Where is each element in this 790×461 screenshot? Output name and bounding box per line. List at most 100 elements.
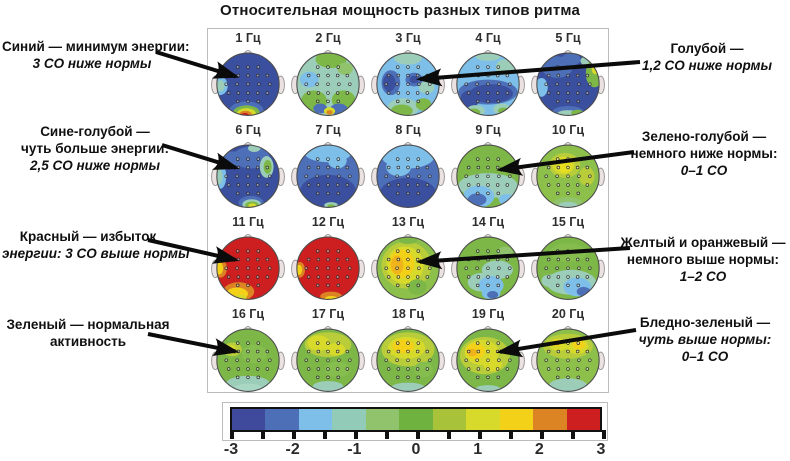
freq-label: 16 Гц	[231, 307, 265, 321]
annotation-line: 1–2 СО	[679, 269, 727, 284]
figure-title: Относительная мощность разных типов ритм…	[219, 2, 581, 19]
topomap-head	[531, 141, 605, 208]
topomap-head	[371, 49, 445, 116]
colorbar	[230, 407, 602, 432]
annotation-line: Желтый и оранжевый —	[620, 235, 786, 250]
annotation-right-4: Бледно-зеленый — чуть выше нормы: 0–1 СО	[622, 314, 788, 365]
topomap-head	[211, 141, 285, 208]
topomap-cell-11hz: 11 Гц	[208, 213, 288, 305]
topomap-head	[451, 49, 525, 116]
topomap-cell-15hz: 15 Гц	[528, 213, 608, 305]
annotation-left-3: Красный — избыток энергии: 3 СО выше норм…	[2, 228, 190, 262]
colorbar-band	[232, 409, 266, 430]
colorbar-tick	[602, 430, 606, 439]
colorbar-band	[533, 409, 567, 430]
topomap-head	[531, 325, 605, 392]
annotation-line: немного ниже нормы:	[630, 146, 778, 161]
annotation-line: чуть выше нормы:	[638, 332, 772, 347]
topomap-head	[451, 325, 525, 392]
topomap-cell-10hz: 10 Гц	[528, 121, 608, 213]
colorbar-tick-label: -2	[285, 441, 300, 458]
topomap-cell-16hz: 16 Гц	[208, 305, 288, 397]
annotation-line: чуть больше энергии:	[21, 141, 169, 156]
topomap-cell-9hz: 9 Гц	[448, 121, 528, 213]
freq-label: 20 Гц	[551, 307, 585, 321]
topomap-head	[371, 325, 445, 392]
topomap-cell-4hz: 4 Гц	[448, 29, 528, 121]
freq-label: 14 Гц	[471, 215, 505, 229]
colorbar-band	[566, 409, 600, 430]
topomap-cell-14hz: 14 Гц	[448, 213, 528, 305]
freq-label: 13 Гц	[391, 215, 425, 229]
freq-label: 8 Гц	[395, 123, 421, 137]
colorbar-tick	[540, 430, 544, 439]
colorbar-tick-label: 0	[411, 441, 421, 458]
annotation-line: Бледно-зеленый —	[639, 315, 771, 330]
freq-label: 7 Гц	[315, 123, 341, 137]
annotation-line: 3 СО ниже нормы	[32, 56, 152, 71]
colorbar-band	[298, 409, 333, 430]
freq-label: 3 Гц	[395, 31, 421, 45]
freq-label: 15 Гц	[551, 215, 585, 229]
annotation-line: Синий — минимум энергии:	[2, 39, 190, 54]
topomap-head	[451, 141, 525, 208]
freq-label: 9 Гц	[475, 123, 501, 137]
freq-label: 19 Гц	[471, 307, 505, 321]
topomap-head	[211, 325, 285, 392]
annotation-line: Зелено-голубой —	[641, 129, 767, 144]
annotation-right-3: Желтый и оранжевый — немного выше нормы: 1…	[616, 234, 790, 285]
topomap-cell-2hz: 2 Гц	[288, 29, 368, 121]
topomap-head	[291, 325, 365, 392]
freq-label: 6 Гц	[235, 123, 261, 137]
annotation-right-2: Зелено-голубой — немного ниже нормы: 0–1 С…	[620, 128, 788, 179]
freq-label: 10 Гц	[551, 123, 585, 137]
annotation-line: Красный — избыток	[19, 229, 157, 244]
topomap-head	[291, 233, 365, 300]
colorbar-band	[332, 409, 366, 430]
colorbar-tick-label: 1	[473, 441, 483, 458]
colorbar-tick-label: -1	[347, 441, 362, 458]
annotation-line: 0–1 СО	[681, 349, 729, 364]
annotation-left-4: Зеленый — нормальная активность	[2, 316, 174, 350]
topomap-head	[371, 233, 445, 300]
freq-label: 11 Гц	[232, 215, 264, 229]
topomap-head	[451, 233, 525, 300]
colorbar-tick	[292, 430, 296, 439]
colorbar-tick	[323, 430, 327, 439]
annotation-line: Голубой —	[670, 41, 744, 56]
colorbar-box	[222, 402, 608, 441]
colorbar-tick	[571, 430, 575, 439]
colorbar-band	[265, 409, 299, 430]
colorbar-band	[499, 409, 534, 430]
topomap-head	[291, 141, 365, 208]
topomap-head	[531, 49, 605, 116]
topomap-cell-19hz: 19 Гц	[448, 305, 528, 397]
colorbar-tick	[447, 430, 451, 439]
colorbar-ticks	[230, 430, 606, 439]
freq-label: 4 Гц	[475, 31, 501, 45]
topomap-cell-20hz: 20 Гц	[528, 305, 608, 397]
colorbar-band	[432, 409, 467, 430]
annotation-left-1: Синий — минимум энергии: 3 СО ниже нормы	[2, 38, 190, 72]
topomap-cell-1hz: 1 Гц	[208, 29, 288, 121]
topomap-head	[531, 233, 605, 300]
colorbar-tick	[478, 430, 482, 439]
topomap-cell-3hz: 3 Гц	[368, 29, 448, 121]
freq-label: 2 Гц	[315, 31, 341, 45]
colorbar-band	[365, 409, 400, 430]
colorbar-tick	[230, 430, 234, 439]
topomap-cell-13hz: 13 Гц	[368, 213, 448, 305]
annotation-line: энергии: 3 СО выше нормы	[2, 246, 190, 261]
colorbar-tick	[385, 430, 389, 439]
freq-label: 1 Гц	[235, 31, 261, 45]
annotation-line: 1,2 СО ниже нормы	[641, 58, 773, 73]
annotation-line: Зеленый — нормальная	[6, 317, 170, 332]
annotation-line: активность	[49, 334, 127, 349]
colorbar-tick	[416, 430, 420, 439]
topomap-head	[291, 49, 365, 116]
freq-label: 12 Гц	[311, 215, 345, 229]
colorbar-band	[466, 409, 500, 430]
annotation-line: 2,5 СО ниже нормы	[29, 158, 161, 173]
topomap-cell-8hz: 8 Гц	[368, 121, 448, 213]
